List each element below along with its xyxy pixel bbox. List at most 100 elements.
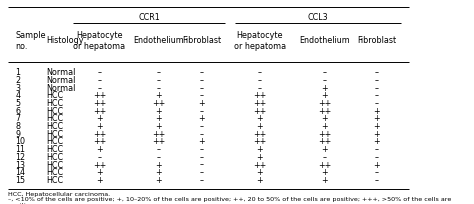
Text: –: – xyxy=(157,144,161,153)
Text: 3: 3 xyxy=(15,83,20,92)
Text: +: + xyxy=(198,137,205,146)
Text: HCC: HCC xyxy=(46,99,64,108)
Text: 2: 2 xyxy=(15,76,20,84)
Text: Fibroblast: Fibroblast xyxy=(357,36,396,45)
Text: 15: 15 xyxy=(15,175,25,184)
Text: –: – xyxy=(258,83,262,92)
Text: +: + xyxy=(374,160,380,169)
Text: +: + xyxy=(155,175,162,184)
Text: –: – xyxy=(375,167,379,176)
Text: Normal: Normal xyxy=(46,68,76,77)
Text: +: + xyxy=(374,106,380,115)
Text: –: – xyxy=(200,175,203,184)
Text: HCC: HCC xyxy=(46,175,64,184)
Text: ++: ++ xyxy=(318,129,331,138)
Text: +: + xyxy=(96,167,103,176)
Text: –: – xyxy=(98,83,101,92)
Text: –: – xyxy=(375,83,379,92)
Text: +: + xyxy=(256,152,263,161)
Text: HCC: HCC xyxy=(46,144,64,153)
Text: –: – xyxy=(258,68,262,77)
Text: +: + xyxy=(321,144,328,153)
Text: +: + xyxy=(155,114,162,123)
Text: ++: ++ xyxy=(93,99,106,108)
Text: –: – xyxy=(98,68,101,77)
Text: +: + xyxy=(96,114,103,123)
Text: –: – xyxy=(200,68,203,77)
Text: ++: ++ xyxy=(152,99,165,108)
Text: ++: ++ xyxy=(253,99,266,108)
Text: +: + xyxy=(155,122,162,130)
Text: +: + xyxy=(374,114,380,123)
Text: +: + xyxy=(198,99,205,108)
Text: HCC: HCC xyxy=(46,137,64,146)
Text: +: + xyxy=(256,167,263,176)
Text: Endothelium: Endothelium xyxy=(133,36,184,45)
Text: –: – xyxy=(157,83,161,92)
Text: +: + xyxy=(96,144,103,153)
Text: HCC: HCC xyxy=(46,160,64,169)
Text: +: + xyxy=(96,122,103,130)
Text: ++: ++ xyxy=(253,129,266,138)
Text: –: – xyxy=(200,167,203,176)
Text: +: + xyxy=(321,175,328,184)
Text: HCC: HCC xyxy=(46,91,64,100)
Text: ++: ++ xyxy=(318,160,331,169)
Text: CCR1: CCR1 xyxy=(138,13,160,22)
Text: –: – xyxy=(200,91,203,100)
Text: ++: ++ xyxy=(93,160,106,169)
Text: 8: 8 xyxy=(15,122,20,130)
Text: –: – xyxy=(375,152,379,161)
Text: 9: 9 xyxy=(15,129,20,138)
Text: –: – xyxy=(200,106,203,115)
Text: ++: ++ xyxy=(253,160,266,169)
Text: +: + xyxy=(96,175,103,184)
Text: HCC: HCC xyxy=(46,129,64,138)
Text: Sample
no.: Sample no. xyxy=(15,31,46,51)
Text: 6: 6 xyxy=(15,106,20,115)
Text: Histology: Histology xyxy=(46,36,84,45)
Text: ++: ++ xyxy=(152,129,165,138)
Text: +: + xyxy=(256,175,263,184)
Text: 12: 12 xyxy=(15,152,25,161)
Text: ++: ++ xyxy=(318,137,331,146)
Text: +: + xyxy=(321,114,328,123)
Text: ++: ++ xyxy=(253,106,266,115)
Text: –: – xyxy=(200,83,203,92)
Text: +: + xyxy=(321,122,328,130)
Text: ++: ++ xyxy=(318,99,331,108)
Text: Fibroblast: Fibroblast xyxy=(182,36,221,45)
Text: –: – xyxy=(375,99,379,108)
Text: Normal: Normal xyxy=(46,83,76,92)
Text: 7: 7 xyxy=(15,114,20,123)
Text: –: – xyxy=(200,76,203,84)
Text: HCC: HCC xyxy=(46,106,64,115)
Text: –, <10% of the cells are positive; +, 10–20% of the cells are positive; ++, 20 t: –, <10% of the cells are positive; +, 10… xyxy=(8,196,451,204)
Text: +: + xyxy=(374,129,380,138)
Text: +: + xyxy=(256,122,263,130)
Text: –: – xyxy=(323,152,327,161)
Text: +: + xyxy=(374,122,380,130)
Text: HCC: HCC xyxy=(46,114,64,123)
Text: –: – xyxy=(200,129,203,138)
Text: ++: ++ xyxy=(93,91,106,100)
Text: –: – xyxy=(375,68,379,77)
Text: HCC: HCC xyxy=(46,152,64,161)
Text: 11: 11 xyxy=(15,144,25,153)
Text: –: – xyxy=(157,68,161,77)
Text: +: + xyxy=(198,114,205,123)
Text: 1: 1 xyxy=(15,68,20,77)
Text: –: – xyxy=(200,152,203,161)
Text: +: + xyxy=(256,114,263,123)
Text: +: + xyxy=(321,83,328,92)
Text: +: + xyxy=(256,144,263,153)
Text: –: – xyxy=(200,122,203,130)
Text: ++: ++ xyxy=(93,129,106,138)
Text: ++: ++ xyxy=(93,137,106,146)
Text: –: – xyxy=(375,144,379,153)
Text: –: – xyxy=(200,160,203,169)
Text: –: – xyxy=(375,76,379,84)
Text: –: – xyxy=(323,68,327,77)
Text: Hepatocyte
or hepatoma: Hepatocyte or hepatoma xyxy=(234,31,286,51)
Text: –: – xyxy=(157,76,161,84)
